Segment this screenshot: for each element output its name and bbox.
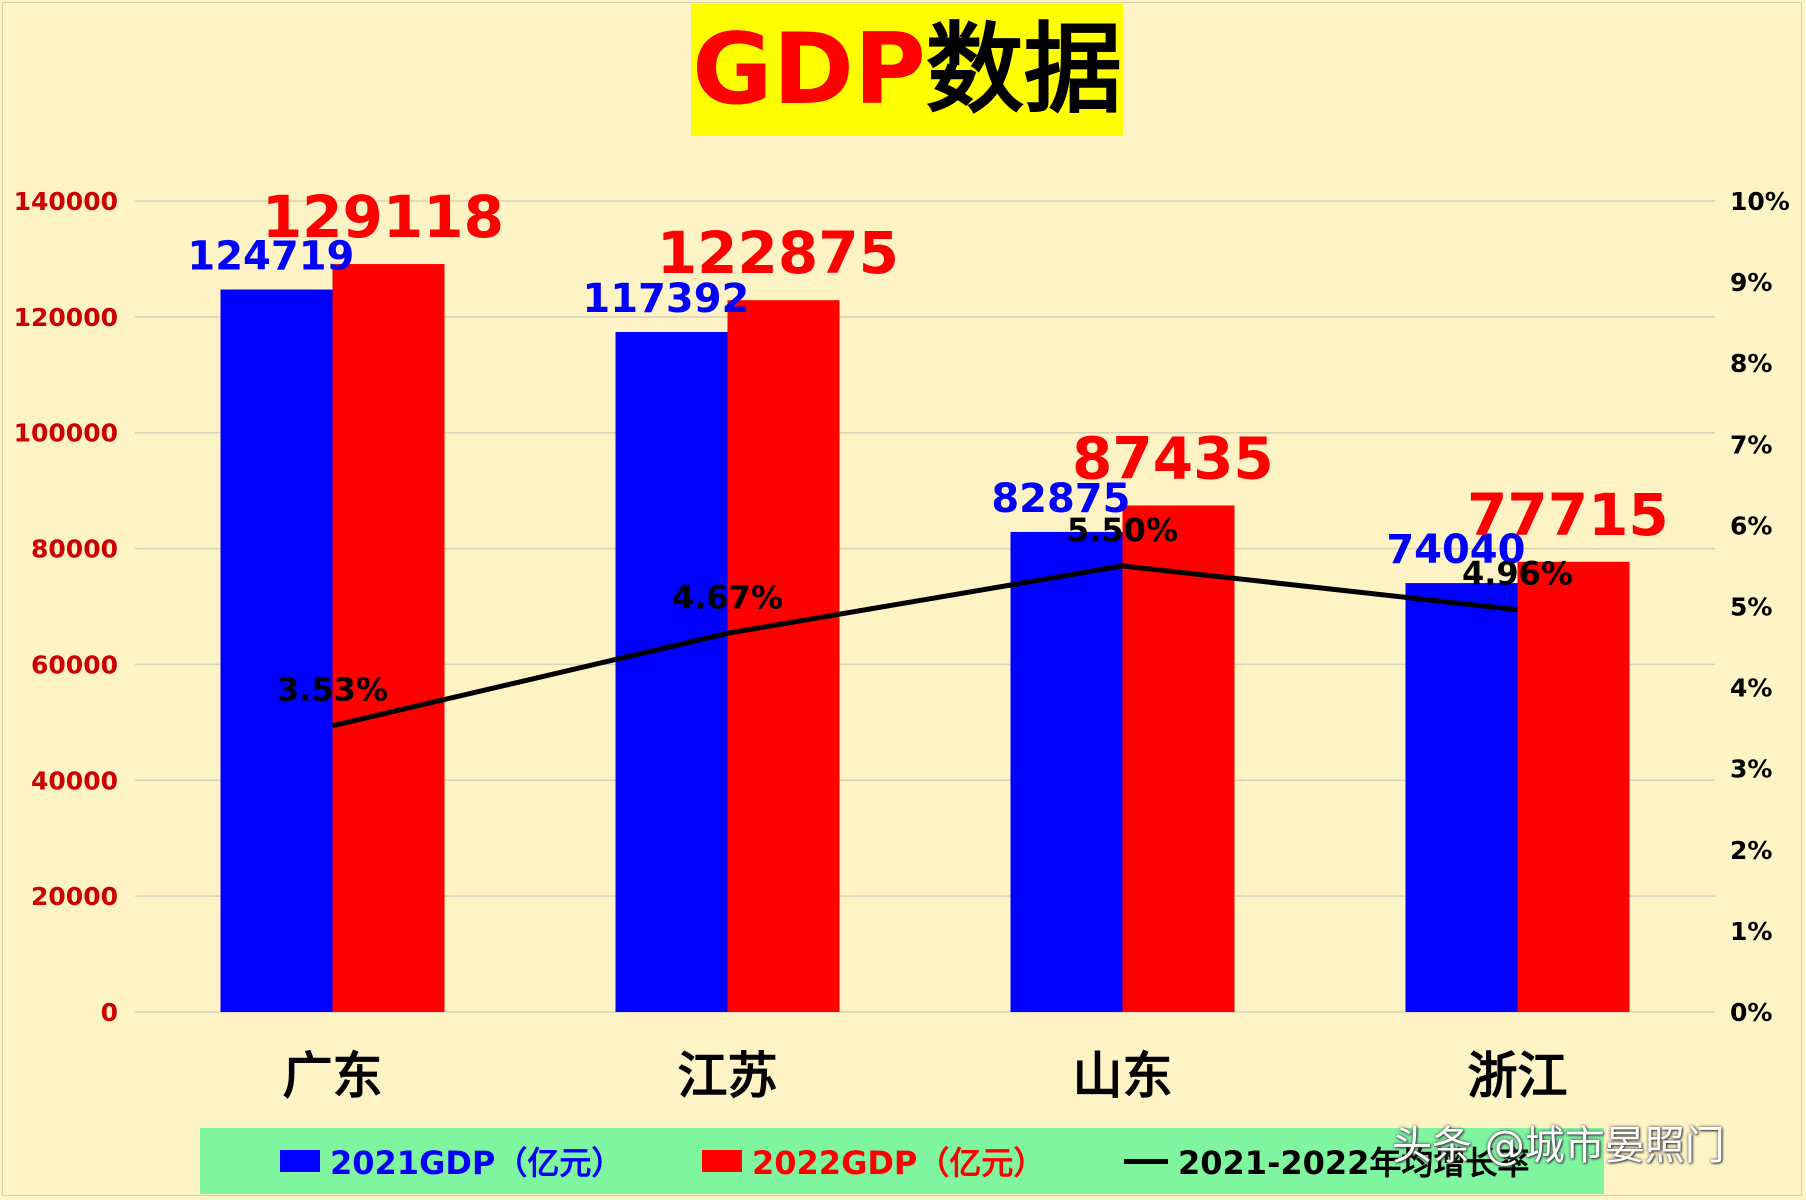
legend-label-2022: 2022GDP（亿元） [752, 1144, 1046, 1182]
y-right-tick-label: 10% [1730, 187, 1790, 216]
bar-2021 [220, 289, 333, 1013]
x-category-label: 浙江 [1468, 1047, 1568, 1105]
data-label-2021: 82875 [991, 476, 1130, 522]
x-category-label: 广东 [283, 1047, 383, 1105]
y-left-tick-label: 140000 [14, 187, 118, 216]
growth-line [331, 563, 1518, 729]
data-label-2022: 122875 [657, 219, 899, 287]
y-right-tick-label: 8% [1730, 349, 1772, 378]
y-left-tick-label: 0 [101, 998, 118, 1027]
y-right-tick-label: 2% [1730, 836, 1772, 865]
bar-2022 [332, 264, 445, 1013]
growth-label: 5.50% [1067, 511, 1178, 549]
growth-label: 4.67% [672, 578, 783, 616]
bar-2022 [727, 300, 840, 1013]
legend-swatch-2021 [280, 1150, 320, 1172]
y-right-tick-label: 0% [1730, 998, 1772, 1027]
title-gdp: GDP [692, 13, 926, 127]
legend-line-growth [1124, 1158, 1168, 1164]
data-label-2022: 129118 [262, 183, 504, 251]
y-left-tick-label: 80000 [31, 535, 118, 564]
bar-2021 [1405, 583, 1518, 1012]
y-left-tick-label: 100000 [14, 419, 118, 448]
y-right-tick-label: 6% [1730, 511, 1772, 540]
data-label-2022: 87435 [1072, 425, 1274, 493]
growth-label: 4.96% [1462, 555, 1573, 593]
legend-item-growth: 2021-2022年均增长率 [1124, 1128, 1529, 1194]
y-right-tick-label: 9% [1730, 268, 1772, 297]
y-right-tick-label: 1% [1730, 917, 1772, 946]
data-label-2021: 74040 [1386, 527, 1525, 573]
x-category-label: 江苏 [678, 1047, 778, 1105]
legend-label-growth: 2021-2022年均增长率 [1178, 1144, 1530, 1182]
bar-2021 [1010, 531, 1123, 1012]
y-right-tick-label: 4% [1730, 674, 1772, 703]
y-right-tick-label: 7% [1730, 430, 1772, 459]
watermark-text: 头条 @城市晏照门 [1392, 1123, 1725, 1169]
data-label-2021: 124719 [187, 234, 354, 280]
y-right-tick-label: 3% [1730, 755, 1772, 784]
data-label-2022: 77715 [1467, 481, 1669, 549]
y-left-tick-label: 60000 [31, 650, 118, 679]
legend-item-2022: 2022GDP（亿元） [702, 1128, 1045, 1194]
y-left-tick-label: 120000 [14, 303, 118, 332]
y-right-tick-label: 5% [1730, 593, 1772, 622]
bar-2021 [615, 331, 728, 1012]
x-category-label: 山东 [1073, 1047, 1173, 1105]
y-left-tick-label: 40000 [31, 766, 118, 795]
legend-item-2021: 2021GDP（亿元） [280, 1128, 623, 1194]
bar-2022 [1122, 505, 1235, 1012]
chart-title: GDP 数据 [691, 4, 1123, 136]
legend-label-2021: 2021GDP（亿元） [330, 1144, 624, 1182]
y-left-tick-label: 20000 [31, 882, 118, 911]
chart-legend: 2021GDP（亿元） 2022GDP（亿元） 2021-2022年均增长率 [200, 1128, 1604, 1194]
title-rest: 数据 [925, 13, 1122, 127]
legend-swatch-2022 [702, 1150, 742, 1172]
bar-2022 [1517, 561, 1630, 1012]
growth-label: 3.53% [277, 671, 388, 709]
data-label-2021: 117392 [582, 276, 749, 322]
